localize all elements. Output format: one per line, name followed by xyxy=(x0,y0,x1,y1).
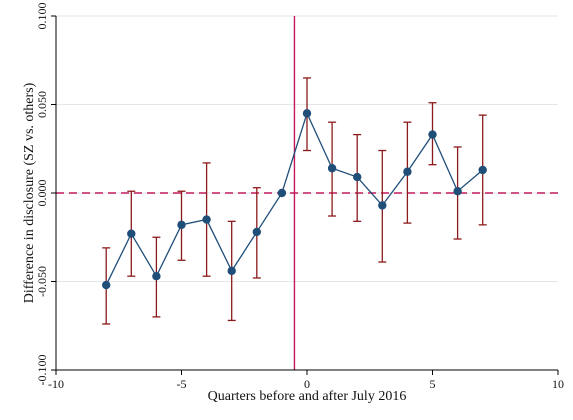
x-tick-label-0: -10 xyxy=(48,377,64,391)
axes: -10 -5 0 5 10 -0.100 -0.050 0.000 0.050 0.100 xyxy=(35,3,564,392)
data-point-8 xyxy=(302,109,312,118)
y-tick-label-1: -0.050 xyxy=(35,266,49,297)
data-point-12 xyxy=(403,167,412,176)
y-tick-label-3: 0.050 xyxy=(35,91,49,118)
data-point-11 xyxy=(378,201,387,210)
data-points xyxy=(102,109,487,290)
data-point-3 xyxy=(177,220,186,230)
x-tick-label-1: -5 xyxy=(177,377,187,391)
data-point-14 xyxy=(453,187,462,196)
data-point-1 xyxy=(127,229,136,238)
x-tick-label-3: 5 xyxy=(430,377,436,391)
y-axis-title: Difference in disclosure (SZ vs. others) xyxy=(22,82,37,303)
x-tick-label-4: 10 xyxy=(552,377,564,391)
data-point-6 xyxy=(252,227,261,237)
reference-lines xyxy=(56,16,558,370)
data-point-5 xyxy=(227,266,236,276)
data-point-15 xyxy=(478,165,487,175)
y-tick-label-2: 0.000 xyxy=(35,180,49,207)
x-tick-label-2: 0 xyxy=(304,377,310,391)
data-point-2 xyxy=(152,271,161,281)
series-line-layer xyxy=(105,111,484,286)
y-tick-label-4: 0.100 xyxy=(35,3,49,30)
axis-labels: Quarters before and after July 2016 Diff… xyxy=(22,82,406,404)
series-line xyxy=(105,111,484,286)
y-tick-label-0: -0.100 xyxy=(35,355,49,386)
data-point-0 xyxy=(102,280,111,290)
data-point-13 xyxy=(428,130,437,139)
data-point-10 xyxy=(353,172,362,182)
data-point-7 xyxy=(277,188,287,198)
x-axis-title: Quarters before and after July 2016 xyxy=(208,389,407,404)
data-point-4 xyxy=(202,215,211,224)
data-point-9 xyxy=(327,164,337,173)
